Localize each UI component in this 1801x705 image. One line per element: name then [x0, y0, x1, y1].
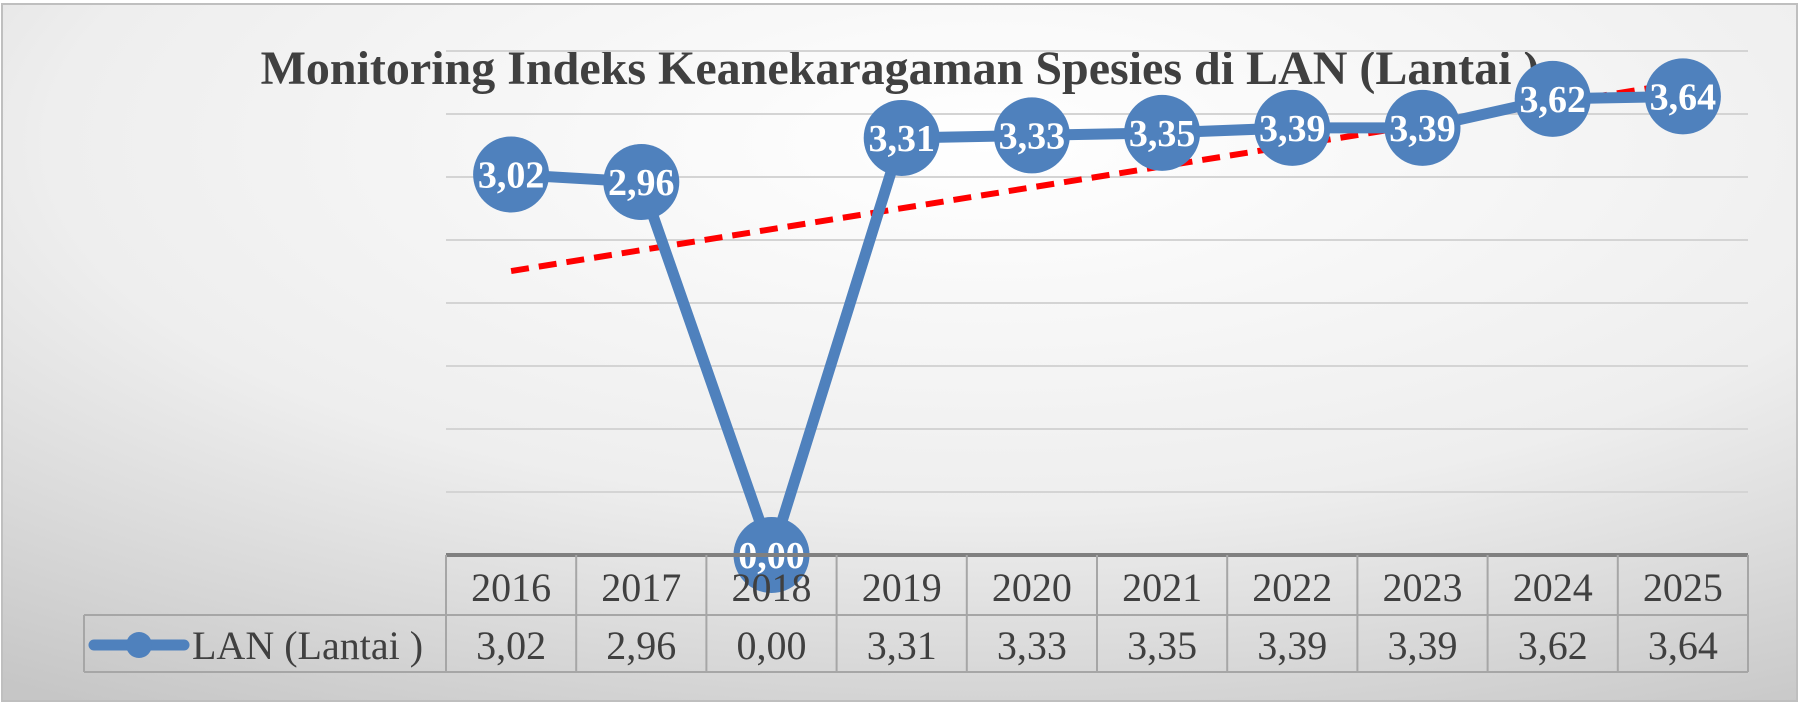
- chart-title: Monitoring Indeks Keanekaragaman Spesies…: [261, 42, 1540, 95]
- category-label: 2021: [1122, 565, 1202, 610]
- legend-label: LAN (Lantai ): [192, 623, 423, 668]
- category-label: 2019: [862, 565, 942, 610]
- category-label: 2025: [1643, 565, 1723, 610]
- table-value: 3,35: [1127, 623, 1197, 668]
- table-value: 3,33: [997, 623, 1067, 668]
- category-label: 2020: [992, 565, 1072, 610]
- data-table: 2016 3,02 2017 2,96 2018 0,00 2019 3,31 2020 3,33…: [83, 553, 1749, 673]
- category-label: 2017: [601, 565, 681, 610]
- table-value: 3,39: [1257, 623, 1327, 668]
- data-label: 3,39: [1259, 108, 1326, 150]
- table-value: 3,62: [1518, 623, 1588, 668]
- series-line-layer: 3,02 2,960,003,31 3,33 3,35 3,39 3,393,62 3,64: [473, 58, 1721, 593]
- data-point: [863, 99, 940, 176]
- data-point: [1124, 94, 1201, 171]
- legend-marker: [126, 632, 152, 658]
- data-label: 3,64: [1650, 76, 1717, 118]
- data-point: [1514, 60, 1591, 137]
- data-point: [993, 97, 1070, 174]
- table-value: 3,39: [1388, 623, 1458, 668]
- series-line: [505, 90, 1689, 561]
- table-value: 3,64: [1648, 623, 1718, 668]
- data-label: 3,62: [1519, 79, 1586, 121]
- data-label: 2,96: [608, 162, 675, 204]
- category-label: 2016: [471, 565, 551, 610]
- data-label: 3,31: [868, 118, 935, 160]
- table-value: 3,02: [476, 623, 546, 668]
- category-label: 2024: [1513, 565, 1593, 610]
- data-point: [1254, 89, 1331, 166]
- category-label: 2018: [732, 565, 812, 610]
- data-label: 3,39: [1389, 108, 1456, 150]
- data-point: [1384, 89, 1461, 166]
- data-point: [1644, 58, 1721, 135]
- table-value: 3,31: [867, 623, 937, 668]
- data-label: 3,35: [1129, 113, 1196, 155]
- data-point: [473, 136, 550, 213]
- category-label: 2022: [1252, 565, 1332, 610]
- data-point: [603, 144, 680, 221]
- data-label: 3,33: [999, 115, 1066, 157]
- table-value: 2,96: [606, 623, 676, 668]
- table-value: 0,00: [737, 623, 807, 668]
- data-label: 3,02: [478, 154, 545, 196]
- category-label: 2023: [1383, 565, 1463, 610]
